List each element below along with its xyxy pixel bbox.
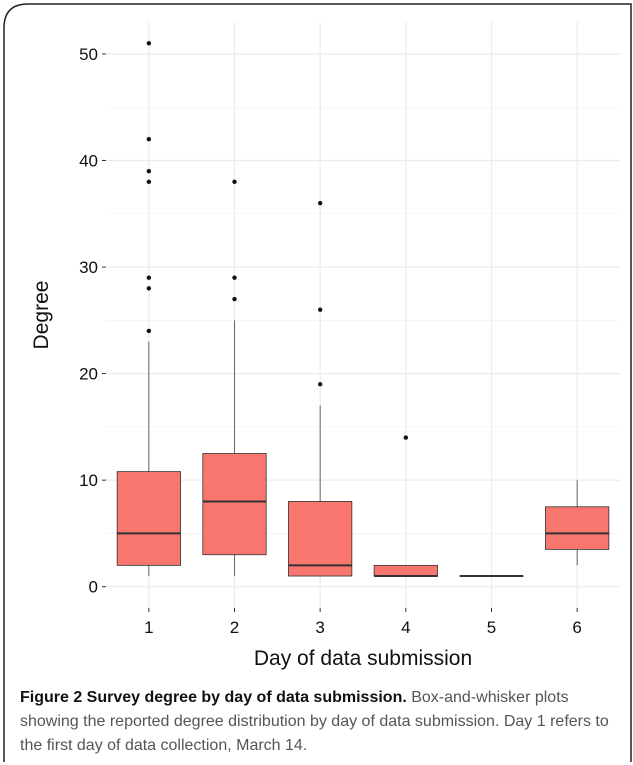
box-plot-chart: 0 10 20 30 40 50 1 2 3 4 5 6 Day of data submission D… (30, 22, 620, 670)
y-axis-title: Degree (30, 281, 53, 350)
outlier-point (146, 41, 152, 46)
outlier-point (146, 275, 152, 280)
box-body (545, 506, 610, 550)
box-body (373, 564, 438, 577)
x-tick-label: 2 (230, 618, 239, 637)
outlier-point (146, 137, 152, 142)
x-tick-label: 4 (401, 618, 410, 637)
box-body (202, 453, 267, 556)
outlier-point (146, 168, 152, 174)
y-tick-label: 40 (79, 152, 98, 171)
y-tick-label: 10 (79, 471, 98, 490)
outlier-point (232, 179, 237, 185)
x-tick-label: 1 (144, 618, 153, 637)
y-tick-label: 20 (79, 365, 98, 384)
frame-border (3, 3, 632, 762)
box-4 (373, 435, 438, 578)
box-6 (545, 480, 610, 566)
outlier-point (232, 296, 237, 302)
plot-area (106, 22, 620, 608)
outlier-point (317, 382, 323, 387)
box-body (288, 501, 353, 577)
outlier-point (317, 200, 323, 206)
box-body (116, 471, 181, 566)
box-1 (116, 41, 181, 577)
y-tick-label: 50 (79, 45, 98, 64)
y-tick-label: 30 (79, 258, 98, 277)
outlier-point (146, 328, 152, 334)
x-tick-label: 6 (572, 618, 581, 637)
outlier-point (146, 179, 152, 185)
caption-text: Box-and-whisker plots showing the report… (20, 689, 609, 754)
box-2 (202, 179, 267, 577)
caption-label: Figure 2 Survey degree by day of data su… (20, 689, 407, 706)
outlier-point (146, 286, 152, 291)
outlier-point (403, 435, 409, 440)
outlier-point (317, 307, 323, 312)
box-3 (288, 200, 353, 577)
x-tick-label: 5 (487, 618, 496, 637)
y-tick-label: 0 (89, 578, 98, 597)
outlier-point (232, 275, 237, 280)
x-axis-title: Day of data submission (254, 647, 472, 670)
figure-caption: Figure 2 Survey degree by day of data su… (20, 686, 625, 758)
x-tick-label: 3 (315, 618, 324, 637)
